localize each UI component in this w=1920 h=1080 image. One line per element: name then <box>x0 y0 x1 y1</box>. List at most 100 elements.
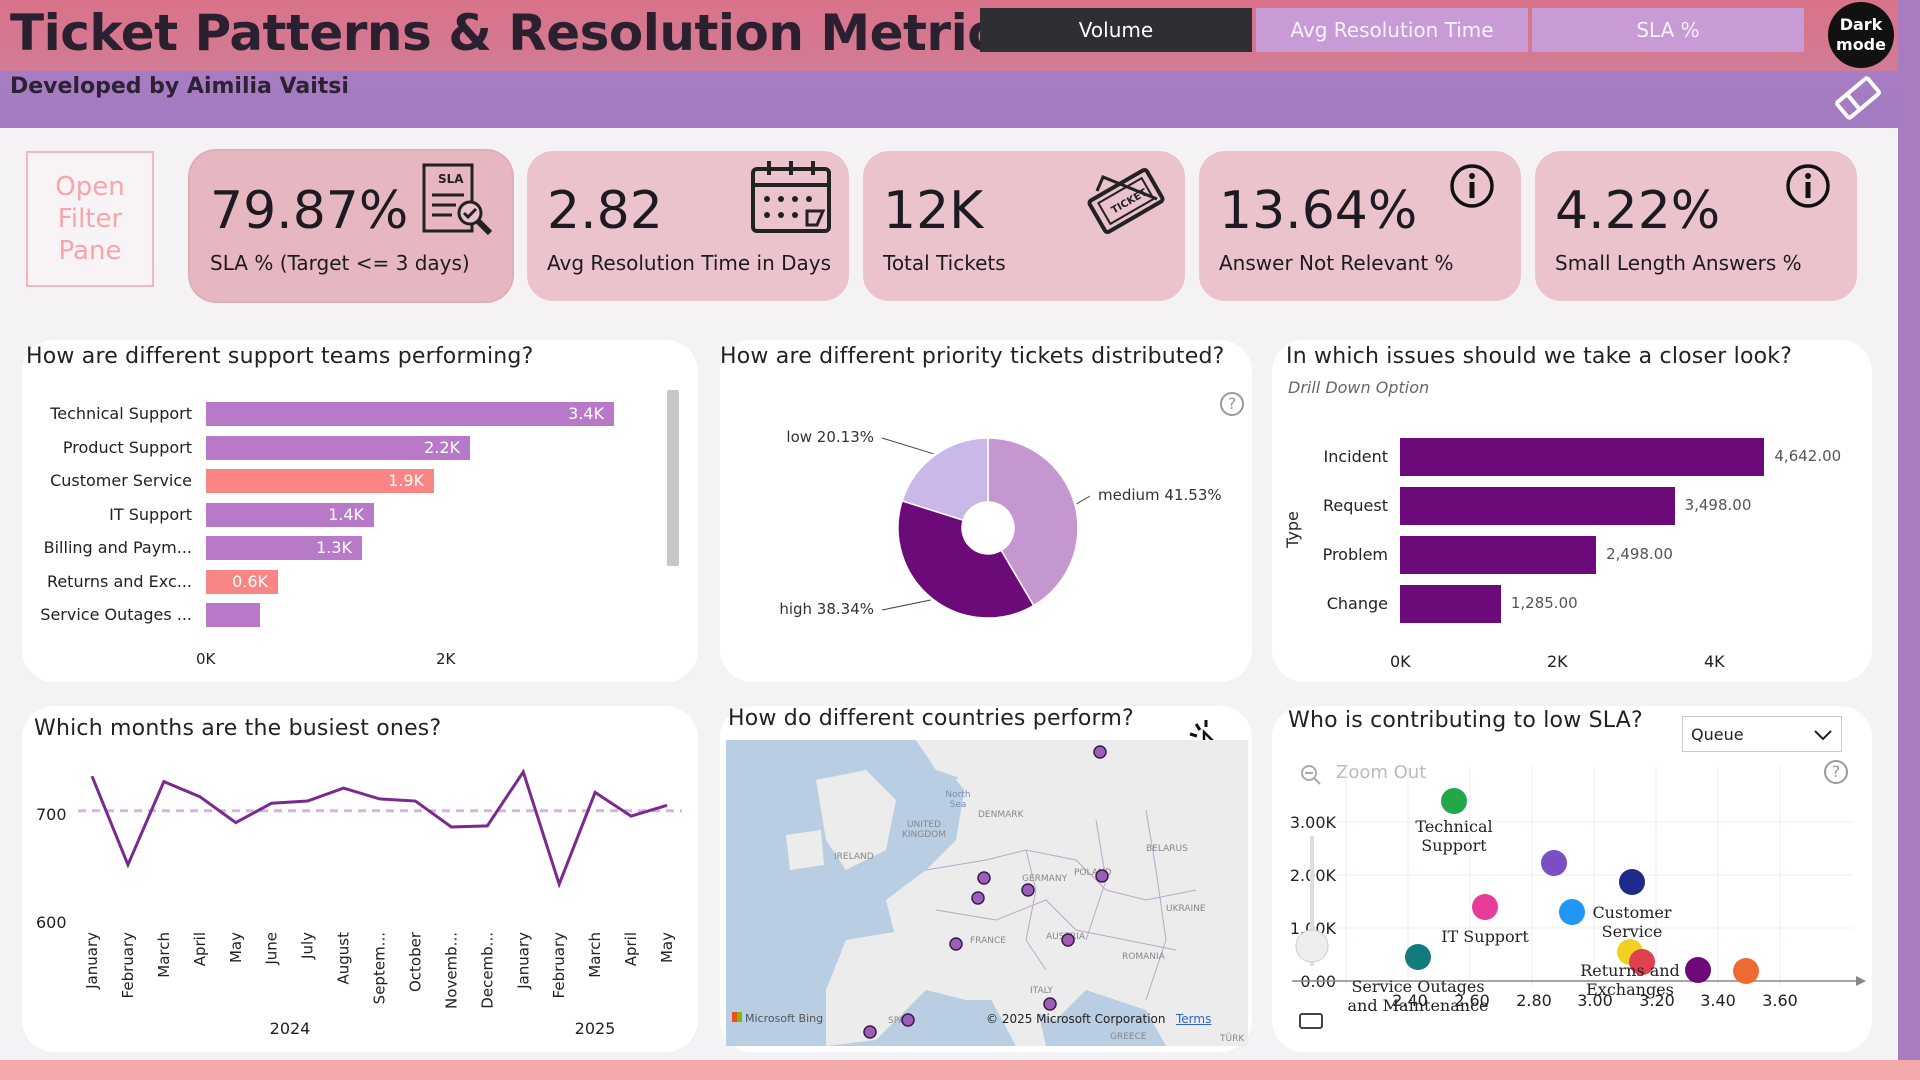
team-bar[interactable] <box>206 536 362 560</box>
x-axis-tick: July <box>299 932 317 960</box>
map-land <box>786 740 1248 1046</box>
year-label: 2024 <box>270 1019 311 1038</box>
bing-label: Microsoft Bing <box>745 1012 824 1025</box>
x-axis-tick: Decemb... <box>478 932 496 1009</box>
team-bar[interactable] <box>206 502 374 527</box>
kpi-card-small-length-answers: 4.22% Small Length Answers % <box>1535 151 1857 301</box>
issue-bar[interactable] <box>1400 585 1501 623</box>
bar-label: Returns and Exc... <box>46 571 192 591</box>
x-axis-tick: 0K <box>1390 652 1411 671</box>
bar-label: IT Support <box>109 504 192 524</box>
x-axis-tick: October <box>406 931 424 992</box>
scatter-point[interactable] <box>1629 949 1655 975</box>
image-icon[interactable] <box>1299 1013 1323 1029</box>
panel-title: Who is contributing to low SLA? <box>1288 708 1643 733</box>
kpi-label: Answer Not Relevant % <box>1219 251 1454 275</box>
x-axis-tick: 3.20 <box>1639 991 1675 1010</box>
queue-dropdown[interactable]: Queue <box>1682 716 1842 752</box>
kpi-value: 2.82 <box>547 181 663 241</box>
donut-slice[interactable] <box>897 499 1035 619</box>
kpi-card-sla: 79.87% SLA % (Target <= 3 days) SLA <box>190 151 512 301</box>
slice-label: medium 41.53% <box>1098 486 1222 504</box>
leader-line <box>1076 495 1091 505</box>
issue-bar[interactable] <box>1400 438 1765 476</box>
point-label: Technical Support <box>1415 817 1492 855</box>
zoom-out-icon[interactable] <box>1300 764 1322 786</box>
open-filter-pane-button[interactable]: Open Filter Pane <box>26 151 154 287</box>
x-axis-tick: 4K <box>1704 652 1725 671</box>
panel-title: Which months are the busiest ones? <box>34 716 442 741</box>
bar-value-label: 2,498.00 <box>1606 545 1673 563</box>
calendar-icon <box>751 161 831 233</box>
map-label-denmark: DENMARK <box>978 810 1024 820</box>
scatter-point[interactable] <box>1685 957 1711 983</box>
kpi-value: 13.64% <box>1219 181 1418 241</box>
filter-pane-label: Open Filter Pane <box>55 172 125 266</box>
x-axis-arrow <box>1856 976 1866 986</box>
scatter-point[interactable] <box>1559 899 1585 925</box>
map-terms-link[interactable]: Terms <box>1176 1012 1212 1026</box>
busiest-months-panel: Which months are the busiest ones? 700 60… <box>22 706 698 1052</box>
x-axis-tick: February <box>119 932 137 999</box>
x-axis-tick: 3.60 <box>1762 991 1798 1010</box>
info-icon[interactable] <box>1449 163 1495 209</box>
header-bar: Ticket Patterns & Resolution Metrics Dev… <box>0 0 1920 128</box>
chart-scrollbar[interactable] <box>667 390 679 566</box>
eraser-icon[interactable] <box>1832 72 1884 124</box>
scatter-point[interactable] <box>1441 788 1467 814</box>
team-bar[interactable] <box>206 402 614 426</box>
map-label-turkey: TÜRK <box>1220 1034 1245 1044</box>
scatter-point[interactable] <box>1541 850 1567 876</box>
x-axis-tick: August <box>335 932 353 985</box>
x-axis-tick: May <box>227 932 245 963</box>
help-icon[interactable]: ? <box>1824 760 1848 784</box>
kpi-card-answer-not-relevant: 13.64% Answer Not Relevant % <box>1199 151 1521 301</box>
zoom-out-label[interactable]: Zoom Out <box>1336 762 1427 783</box>
type-axis-label: Type <box>1282 511 1302 548</box>
scatter-point[interactable] <box>1733 958 1759 984</box>
info-icon[interactable] <box>1785 163 1831 209</box>
teams-performance-panel: How are different support teams performi… <box>22 340 698 682</box>
map-attribution: © 2025 Microsoft Corporation <box>986 1012 1166 1026</box>
months-line-chart: 700 600 January February March April May June Ju… <box>36 768 682 1038</box>
x-axis-tick: March <box>586 932 604 978</box>
bar-value-label: 1.9K <box>388 471 424 490</box>
kpi-card-total-tickets: 12K Total Tickets TICKET <box>863 151 1185 301</box>
countries-map-panel: How do different countries perform? Nort… <box>720 706 1252 1052</box>
point-label: Customer Service <box>1592 903 1671 941</box>
kpi-label: Total Tickets <box>883 251 1006 275</box>
map-label-ireland: IRELAND <box>834 852 874 862</box>
bar-value-label: 1.4K <box>328 504 364 524</box>
scatter-point[interactable] <box>1405 944 1431 970</box>
year-label: 2025 <box>575 1019 616 1038</box>
leader-line <box>881 437 934 455</box>
issue-bar[interactable] <box>1400 536 1597 574</box>
bar-value-label: 3.4K <box>568 404 604 423</box>
donut-slice[interactable] <box>987 437 1079 607</box>
team-bar[interactable] <box>206 569 278 594</box>
kpi-value: 12K <box>883 181 984 241</box>
scatter-point[interactable] <box>1472 894 1498 920</box>
team-bar[interactable] <box>206 603 260 627</box>
scatter-point[interactable] <box>1619 869 1645 895</box>
help-icon[interactable]: ? <box>1220 392 1244 416</box>
donut-slice[interactable] <box>901 437 989 522</box>
zoom-slider-handle[interactable] <box>1295 929 1329 963</box>
issue-bar[interactable] <box>1400 487 1675 525</box>
kpi-value: 4.22% <box>1555 181 1721 241</box>
point-label: IT Support <box>1441 927 1529 946</box>
tab-avg-resolution-time[interactable]: Avg Resolution Time <box>1256 8 1528 52</box>
x-axis-tick: 2.80 <box>1516 991 1552 1010</box>
dark-mode-button[interactable]: Dark mode <box>1828 2 1894 68</box>
x-axis-tick: 3.40 <box>1700 991 1736 1010</box>
team-bar[interactable] <box>206 435 470 460</box>
tab-sla[interactable]: SLA % <box>1532 8 1804 52</box>
europe-map[interactable]: North Sea DENMARK UNITED KINGDOM IRELAND… <box>726 740 1248 1046</box>
page-title: Ticket Patterns & Resolution Metrics <box>10 4 1026 62</box>
bing-logo: Microsoft Bing <box>732 1012 823 1025</box>
x-axis-tick: 3.00 <box>1577 991 1613 1010</box>
team-bar[interactable] <box>206 469 434 493</box>
tab-volume[interactable]: Volume <box>980 8 1252 52</box>
series-line[interactable] <box>90 768 668 889</box>
map-label-ukraine: UKRAINE <box>1166 904 1206 914</box>
